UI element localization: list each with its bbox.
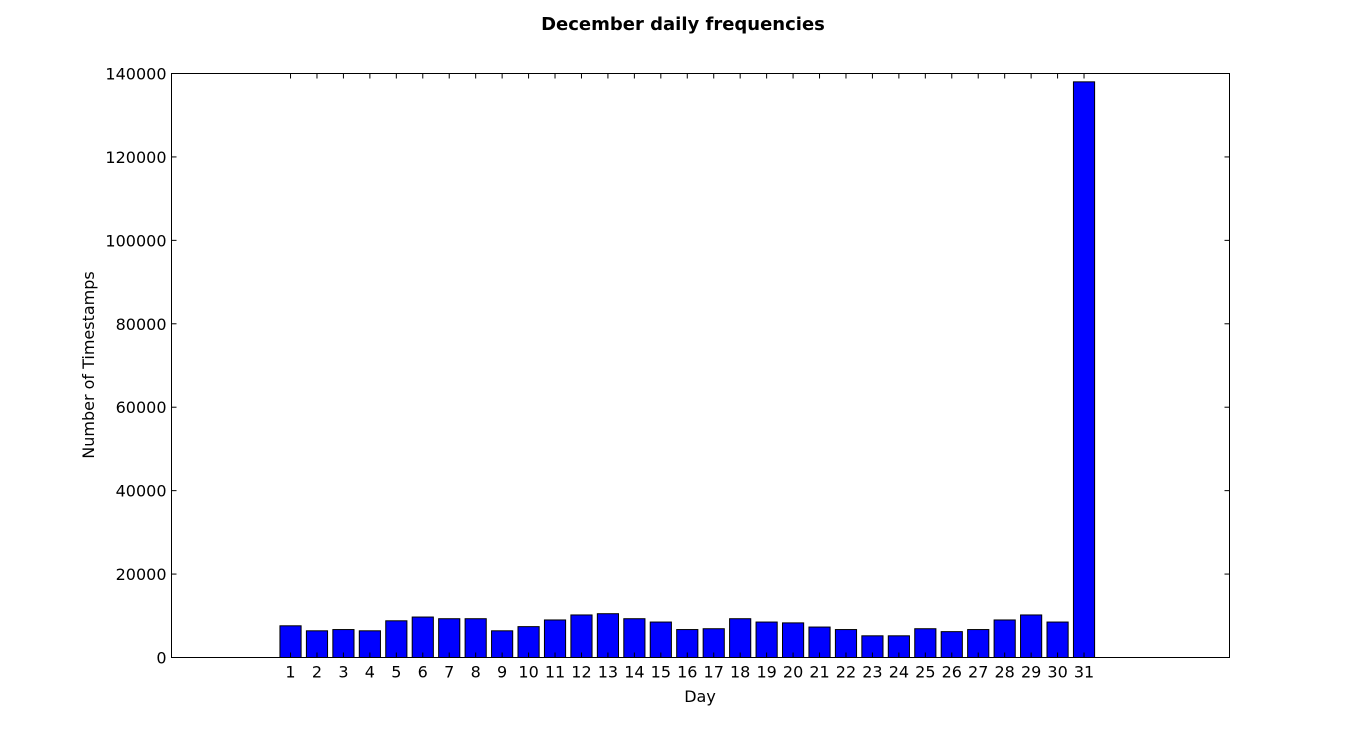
y-tick-label: 140000	[105, 65, 166, 84]
x-tick-label: 12	[571, 663, 591, 682]
bar-day-7	[438, 618, 461, 658]
x-tick-label: 13	[598, 663, 618, 682]
bar-day-19	[755, 621, 778, 658]
bar-day-12	[570, 614, 593, 658]
bar-day-11	[543, 619, 567, 659]
x-tick-label: 2	[312, 663, 322, 682]
chart-title: December daily frequencies	[541, 14, 825, 35]
bars-group	[279, 81, 1096, 659]
x-tick-label: 26	[942, 663, 962, 682]
x-tick-label: 20	[783, 663, 803, 682]
x-tick-label: 28	[994, 663, 1014, 682]
x-tick-label: 27	[968, 663, 988, 682]
y-tick-label: 120000	[105, 148, 166, 167]
x-tick-label: 6	[418, 663, 428, 682]
x-tick-label: 22	[836, 663, 856, 682]
y-tick-label: 60000	[116, 398, 167, 417]
x-tick-label: 3	[338, 663, 348, 682]
x-tick-label: 15	[651, 663, 671, 682]
y-tick-label: 40000	[116, 482, 167, 501]
bar-day-6	[411, 616, 434, 659]
bar-day-18	[729, 618, 752, 658]
bar-day-14	[623, 618, 646, 658]
x-axis-label: Day	[684, 687, 716, 706]
x-tick-label: 7	[444, 663, 454, 682]
bar-day-8	[464, 618, 487, 658]
x-tick-label: 31	[1074, 663, 1094, 682]
x-tick-label: 5	[391, 663, 401, 682]
x-tick-label: 9	[497, 663, 507, 682]
x-tick-label: 21	[809, 663, 829, 682]
y-tick-label: 80000	[116, 315, 167, 334]
x-tick-label: 14	[624, 663, 644, 682]
x-tick-label: 16	[677, 663, 697, 682]
x-tick-label: 1	[285, 663, 295, 682]
bar-day-30	[1046, 621, 1069, 658]
x-tick-label: 17	[704, 663, 724, 682]
y-tick-label: 20000	[116, 565, 167, 584]
x-tick-label: 25	[915, 663, 935, 682]
x-tick-label: 8	[471, 663, 481, 682]
x-tick-label: 29	[1021, 663, 1041, 682]
x-tick-label: 4	[365, 663, 375, 682]
x-tick-label: 30	[1047, 663, 1067, 682]
y-axis: 0 20000 40000 60000 80000 100000 120000 140000	[105, 65, 1230, 668]
plot-frame	[171, 73, 1230, 658]
bar-day-13	[596, 613, 620, 659]
y-tick-label: 100000	[105, 231, 166, 250]
x-tick-label: 23	[862, 663, 882, 682]
x-tick-label: 18	[730, 663, 750, 682]
x-tick-label: 10	[518, 663, 538, 682]
bar-day-31	[1072, 81, 1096, 659]
y-axis-label: Number of Timestamps	[79, 271, 98, 459]
y-tick-label: 0	[156, 649, 166, 668]
x-tick-label: 11	[545, 663, 565, 682]
bar-day-20	[781, 622, 805, 658]
bar-day-28	[993, 619, 1016, 659]
x-tick-label: 24	[889, 663, 909, 682]
x-tick-label: 19	[756, 663, 776, 682]
bar-day-5	[385, 620, 408, 659]
bar-day-29	[1020, 614, 1043, 658]
bar-day-15	[649, 621, 672, 658]
x-axis: 1 2 3 4 5 6 7 8 9 10 11 12 13 14 15 16 17 18 19 20 21 22 23 24 2…	[285, 73, 1094, 682]
